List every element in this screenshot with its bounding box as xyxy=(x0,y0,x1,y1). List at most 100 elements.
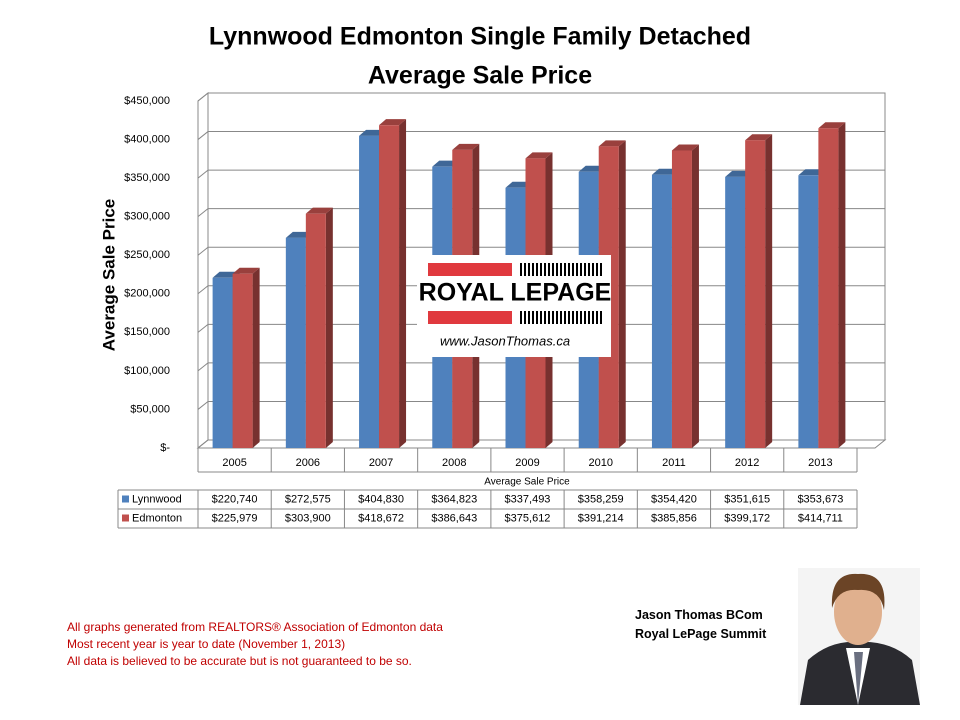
bar-side xyxy=(325,207,333,448)
bar-front xyxy=(359,135,380,448)
author-name: Jason Thomas BCom xyxy=(635,608,763,622)
bar xyxy=(818,122,846,449)
footnote: All data is believed to be accurate but … xyxy=(67,654,412,668)
bar xyxy=(671,144,699,448)
bar-top xyxy=(745,134,773,141)
author-company: Royal LePage Summit xyxy=(635,627,767,641)
x-tick-label: 2009 xyxy=(515,457,539,469)
bar-front xyxy=(212,277,233,448)
table-value: $351,615 xyxy=(724,493,770,505)
y-axis-label: Average Sale Price xyxy=(99,199,118,351)
table-value: $272,575 xyxy=(285,493,331,505)
x-tick-label: 2013 xyxy=(808,457,832,469)
y-tick-label: $350,000 xyxy=(124,172,170,184)
plot-area: $- $50,000 $100,000 $150,000 $200,000 $250,00… xyxy=(124,91,887,454)
y-tick-label: $150,000 xyxy=(124,326,170,338)
bar xyxy=(379,119,407,448)
bar-side xyxy=(838,122,846,449)
x-tick-label: 2012 xyxy=(735,457,759,469)
table-value: $220,740 xyxy=(212,493,258,505)
bar-side xyxy=(399,119,407,448)
table-value: $414,711 xyxy=(798,512,843,524)
bar xyxy=(745,134,773,448)
table-value: $404,830 xyxy=(358,493,404,505)
y-tick-label: $- xyxy=(160,442,170,454)
x-axis-label: Average Sale Price xyxy=(484,477,570,488)
bar-top xyxy=(379,119,407,126)
bar-front xyxy=(305,213,326,448)
bar-front xyxy=(651,174,672,448)
bar-top xyxy=(305,207,333,214)
footnote: All graphs generated from REALTORS® Asso… xyxy=(67,620,443,634)
bar-front xyxy=(285,237,306,448)
bar-front xyxy=(818,128,839,449)
bar-front xyxy=(798,175,819,449)
bar-side xyxy=(765,134,773,448)
y-tick-label: $200,000 xyxy=(124,288,170,300)
table-value: $364,823 xyxy=(431,493,477,505)
y-tick-label: $100,000 xyxy=(124,365,170,377)
side-wall xyxy=(197,91,209,450)
bar-front xyxy=(379,125,400,448)
table-value: $385,856 xyxy=(651,512,697,524)
x-tick-label: 2005 xyxy=(222,457,246,469)
bar-side xyxy=(618,140,626,448)
bar xyxy=(305,207,333,448)
y-tick-label: $450,000 xyxy=(124,95,170,107)
bar-top xyxy=(671,144,699,151)
x-tick-label: 2006 xyxy=(296,457,320,469)
logo-stripes xyxy=(518,311,602,324)
y-tick-label: $250,000 xyxy=(124,249,170,261)
y-tick-label: $300,000 xyxy=(124,211,170,223)
logo-bar xyxy=(428,311,512,324)
logo-stripes xyxy=(518,263,602,276)
x-tick-label: 2011 xyxy=(662,457,686,469)
photo-hair xyxy=(831,573,885,610)
grid-line xyxy=(197,92,885,102)
table-value: $353,673 xyxy=(797,493,843,505)
legend-swatch xyxy=(122,514,129,522)
table-value: $391,214 xyxy=(578,512,624,524)
bar-top xyxy=(452,143,480,150)
table-value: $418,672 xyxy=(358,512,404,524)
table-value: $399,172 xyxy=(724,512,770,524)
table-value: $358,259 xyxy=(578,493,624,505)
table-value: $225,979 xyxy=(212,512,258,524)
bar-front xyxy=(745,140,766,448)
table-value: $375,612 xyxy=(505,512,551,524)
x-tick-label: 2007 xyxy=(369,457,393,469)
bar-top xyxy=(232,267,260,274)
footnote: Most recent year is year to date (Novemb… xyxy=(67,637,345,651)
legend-swatch xyxy=(122,495,129,503)
bar-top xyxy=(598,140,626,147)
bar-front xyxy=(232,273,253,448)
bar-top xyxy=(525,152,553,159)
table-value: $354,420 xyxy=(651,493,697,505)
table-value: $386,643 xyxy=(431,512,477,524)
chart-title: Average Sale Price xyxy=(368,62,592,90)
data-table: 2005 2006 2007 2008 2009 2010 2011 2012 2013 Lynn… xyxy=(117,448,858,529)
grid-line xyxy=(197,131,885,140)
bar-side xyxy=(252,267,260,448)
x-tick-label: 2008 xyxy=(442,457,466,469)
y-tick-label: $50,000 xyxy=(130,403,170,415)
bar-front xyxy=(725,176,746,448)
x-tick-label: 2010 xyxy=(588,457,612,469)
legend-label: Lynnwood xyxy=(132,493,182,505)
legend-label: Edmonton xyxy=(132,512,182,524)
y-tick-label: $400,000 xyxy=(124,133,170,145)
table-value: $337,493 xyxy=(505,493,551,505)
logo-bar xyxy=(428,263,512,276)
bar-top xyxy=(818,122,846,129)
logo-brand: ROYAL LEPAGE xyxy=(419,279,612,307)
table-value: $303,900 xyxy=(285,512,331,524)
logo-url: www.JasonThomas.ca xyxy=(440,333,570,348)
bar-front xyxy=(671,150,692,448)
photo-tie xyxy=(854,652,863,705)
bar xyxy=(232,267,260,448)
chart-title: Lynnwood Edmonton Single Family Detached xyxy=(209,23,751,51)
logo: ROYAL LEPAGE www.JasonThomas.ca xyxy=(417,255,611,357)
photo-face xyxy=(834,579,882,645)
